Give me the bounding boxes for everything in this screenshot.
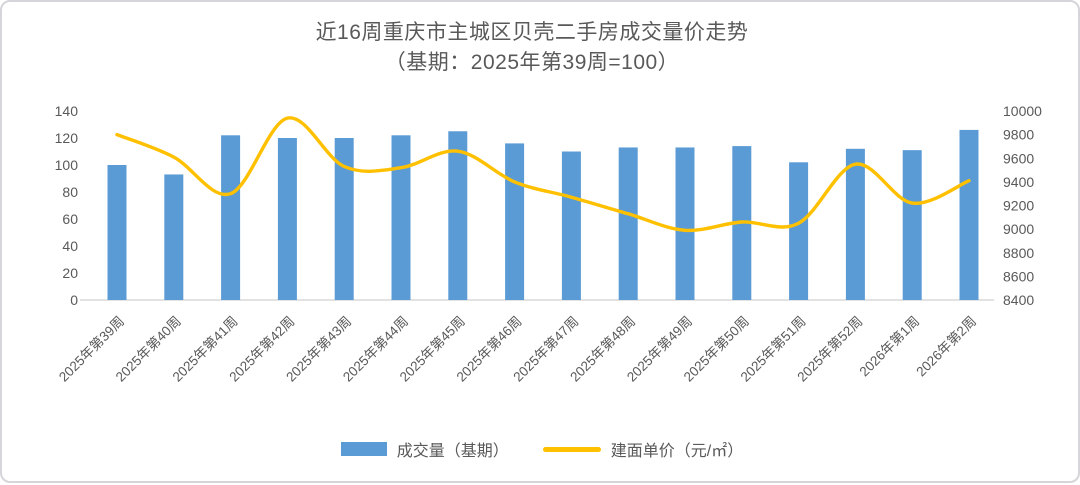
- volume-bar: [392, 135, 411, 300]
- left-axis-tick: 40: [62, 238, 78, 254]
- volume-bar: [846, 149, 865, 300]
- volume-bar: [676, 147, 695, 300]
- volume-bar: [164, 174, 183, 300]
- volume-bar: [221, 135, 240, 300]
- right-axis-tick: 9800: [1003, 127, 1034, 143]
- left-axis-tick: 0: [70, 292, 78, 308]
- legend-bar-label: 成交量（基期）: [397, 437, 509, 461]
- right-axis-tick: 9200: [1003, 198, 1034, 214]
- legend-line-swatch-icon: [543, 447, 601, 452]
- volume-bar: [619, 147, 638, 300]
- right-axis-tick: 10000: [1003, 103, 1042, 119]
- left-axis-tick: 60: [62, 211, 78, 227]
- volume-bar: [108, 165, 127, 300]
- volume-bar: [903, 150, 922, 300]
- volume-bar: [448, 131, 467, 300]
- right-axis-tick: 8400: [1003, 292, 1034, 308]
- price-line: [117, 118, 969, 231]
- left-axis-tick: 140: [55, 103, 79, 119]
- left-axis-tick: 120: [55, 130, 79, 146]
- volume-bar: [789, 162, 808, 300]
- x-axis-label: 2026年第2周: [913, 313, 980, 380]
- right-axis-tick: 9400: [1003, 174, 1034, 190]
- volume-bar: [505, 143, 524, 300]
- left-axis-tick: 20: [62, 265, 78, 281]
- legend-bar-swatch-icon: [341, 442, 387, 456]
- legend-line-label: 建面单价（元/㎡）: [611, 437, 743, 461]
- x-axis-label: 2026年第1周: [856, 313, 923, 380]
- right-axis-tick: 9000: [1003, 221, 1034, 237]
- volume-bar: [278, 138, 297, 300]
- legend: 成交量（基期） 建面单价（元/㎡）: [2, 434, 1080, 464]
- right-axis-tick: 8600: [1003, 268, 1034, 284]
- left-axis-tick: 80: [62, 184, 78, 200]
- volume-bar: [562, 152, 581, 301]
- right-axis-tick: 9600: [1003, 150, 1034, 166]
- volume-bar: [960, 130, 979, 300]
- right-axis-tick: 8800: [1003, 245, 1034, 261]
- left-axis-tick: 100: [55, 157, 79, 173]
